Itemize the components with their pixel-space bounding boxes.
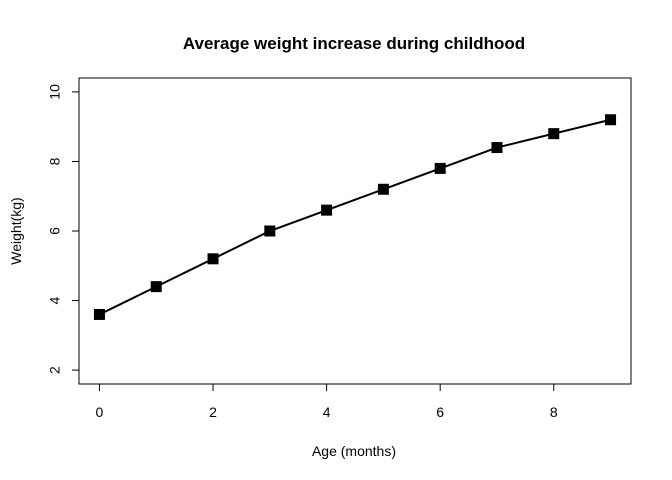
y-tick-label: 4: [47, 296, 63, 304]
x-tick-label: 6: [436, 404, 444, 420]
y-tick-label: 6: [47, 227, 63, 235]
y-tick-label: 8: [47, 157, 63, 165]
weight-series-line: [99, 118, 611, 316]
data-point: [548, 128, 560, 140]
weight-series-points: [93, 114, 617, 320]
data-point: [321, 204, 333, 216]
data-point: [434, 162, 446, 174]
data-point: [207, 253, 219, 265]
plot-frame: [78, 77, 632, 385]
data-point: [377, 183, 389, 195]
y-tick-label: 10: [47, 84, 63, 100]
x-tick-label: 8: [550, 404, 558, 420]
x-tick-label: 4: [323, 404, 331, 420]
y-tick-label: 2: [47, 366, 63, 374]
y-axis-label: Weight(kg): [8, 197, 24, 264]
data-point: [93, 308, 105, 320]
data-point: [264, 225, 276, 237]
y-axis: 2 4 6 8 10: [47, 84, 80, 374]
chart-title: Average weight increase during childhood: [183, 34, 525, 53]
data-point: [605, 114, 617, 126]
data-point: [150, 281, 162, 293]
data-point: [491, 142, 503, 154]
x-tick-label: 0: [96, 404, 104, 420]
x-axis: 0 2 4 6 8: [96, 383, 558, 420]
x-axis-label: Age (months): [312, 443, 396, 459]
x-tick-label: 2: [209, 404, 217, 420]
